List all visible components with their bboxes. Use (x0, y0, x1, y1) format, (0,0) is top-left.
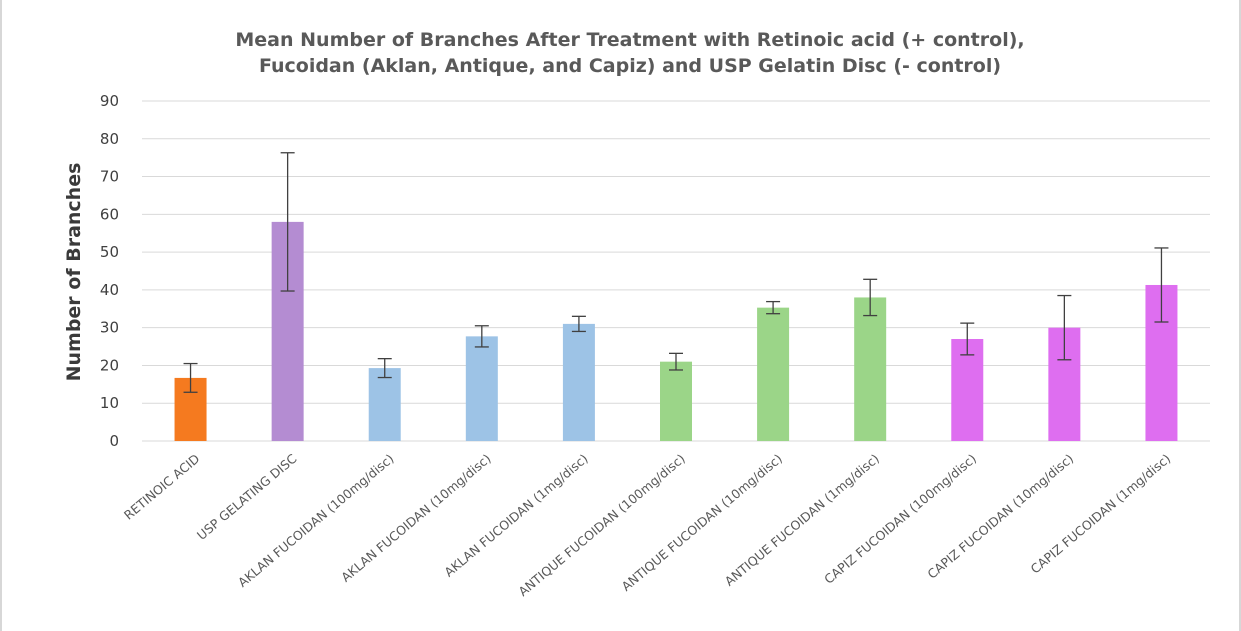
bar (562, 323, 595, 441)
y-tick-label: 70 (100, 168, 119, 186)
y-tick-label: 20 (100, 356, 119, 374)
error-bar (474, 325, 489, 348)
bars (174, 221, 1178, 441)
error-bar (377, 357, 392, 379)
error-bars (183, 152, 1169, 393)
error-bar (571, 315, 586, 333)
error-bar (766, 300, 781, 315)
error-bar (183, 362, 198, 393)
x-tick-label: ANTIQUE FUCOIDAN (100mg/disc) (515, 451, 688, 599)
x-tick-label: AKLAN FUCOIDAN (100mg/disc) (235, 451, 397, 590)
x-tick-label: ANTIQUE FUCOIDAN (10mg/disc) (619, 451, 785, 594)
x-tick-label: AKLAN FUCOIDAN (10mg/disc) (338, 451, 494, 585)
y-axis-ticks: 0 10 20 30 40 50 60 70 80 90 (100, 92, 119, 450)
chart-title-line-2: Fucoidan (Aklan, Antique, and Capiz) and… (259, 55, 1001, 77)
y-tick-label: 60 (100, 205, 119, 223)
x-tick-label: RETINOIC ACID (121, 451, 203, 523)
y-tick-label: 40 (100, 281, 119, 299)
error-bar (280, 152, 295, 292)
x-tick-label: CAPIZ FUCOIDAN (100mg/disc) (821, 451, 979, 587)
y-tick-label: 0 (109, 432, 119, 450)
bar (465, 336, 498, 441)
y-tick-label: 50 (100, 243, 119, 261)
x-tick-label: ANTIQUE FUCOIDAN (1mg/disc) (722, 451, 882, 589)
bar (368, 368, 401, 441)
bar (660, 361, 692, 441)
bar (854, 297, 887, 441)
chart-title-line-1: Mean Number of Branches After Treatment … (235, 29, 1024, 51)
error-bar (669, 352, 683, 371)
y-tick-label: 80 (100, 130, 119, 148)
error-bar (1154, 247, 1169, 323)
bar (757, 307, 790, 441)
bar (951, 339, 984, 441)
gridlines (142, 100, 1210, 442)
y-tick-label: 30 (100, 319, 119, 337)
error-bar (1057, 294, 1072, 361)
error-bar (863, 278, 878, 317)
x-tick-label: USP GELATING DISC (194, 451, 300, 543)
y-tick-label: 10 (100, 394, 119, 412)
y-axis-label: Number of Branches (63, 163, 85, 382)
y-tick-label: 90 (100, 92, 119, 110)
error-bar (960, 322, 975, 356)
